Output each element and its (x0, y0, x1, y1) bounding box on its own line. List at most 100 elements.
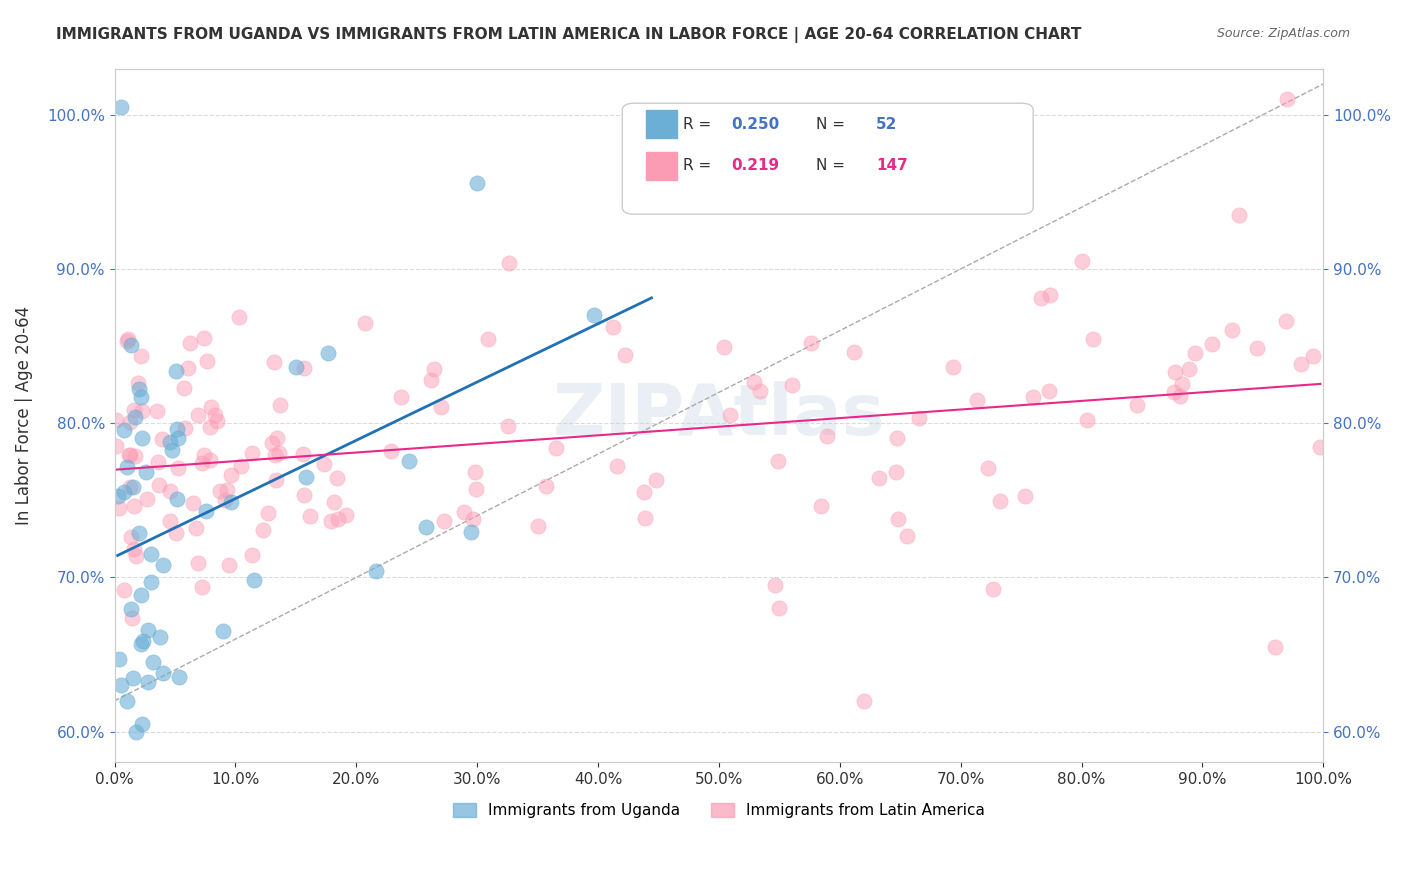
Immigrants from Latin America (263, 448, 285, 462)
Immigrants from Uganda (166, 431, 188, 445)
Immigrants from Latin America (120, 530, 142, 544)
Immigrants from Latin America (200, 400, 222, 414)
Immigrants from Uganda (364, 564, 387, 578)
Immigrants from Latin America (453, 505, 475, 519)
Immigrants from Latin America (645, 473, 668, 487)
Immigrants from Latin America (1264, 640, 1286, 654)
Legend: Immigrants from Uganda, Immigrants from Latin America: Immigrants from Uganda, Immigrants from … (447, 797, 991, 824)
Immigrants from Latin America (114, 583, 136, 598)
Immigrants from Latin America (292, 488, 315, 502)
Immigrants from Latin America (634, 511, 657, 525)
Immigrants from Latin America (496, 419, 519, 434)
Immigrants from Latin America (173, 381, 195, 395)
Immigrants from Latin America (118, 449, 141, 463)
Immigrants from Latin America (127, 376, 149, 390)
Immigrants from Uganda (131, 717, 153, 731)
Immigrants from Latin America (124, 449, 146, 463)
Immigrants from Uganda (243, 573, 266, 587)
Immigrants from Latin America (195, 354, 218, 368)
Immigrants from Latin America (291, 447, 314, 461)
Y-axis label: In Labor Force | Age 20-64: In Labor Force | Age 20-64 (15, 306, 32, 525)
Immigrants from Uganda (108, 652, 131, 666)
Immigrants from Latin America (1083, 332, 1105, 346)
Immigrants from Latin America (713, 339, 735, 353)
Immigrants from Latin America (122, 499, 145, 513)
Immigrants from Latin America (204, 408, 226, 422)
Immigrants from Latin America (766, 454, 789, 468)
Immigrants from Uganda (131, 588, 153, 602)
Immigrants from Latin America (423, 362, 446, 376)
Immigrants from Latin America (322, 495, 344, 509)
Immigrants from Uganda (128, 526, 150, 541)
Immigrants from Latin America (1201, 337, 1223, 351)
Immigrants from Latin America (209, 483, 232, 498)
Immigrants from Latin America (1184, 345, 1206, 359)
Immigrants from Latin America (613, 348, 636, 362)
Immigrants from Latin America (228, 310, 250, 325)
Immigrants from Uganda (141, 547, 163, 561)
Immigrants from Uganda (152, 558, 174, 573)
Immigrants from Latin America (430, 401, 453, 415)
Immigrants from Latin America (896, 529, 918, 543)
Immigrants from Uganda (120, 602, 142, 616)
Immigrants from Latin America (810, 500, 832, 514)
Immigrants from Uganda (115, 459, 138, 474)
Immigrants from Latin America (1220, 323, 1243, 337)
Immigrants from Latin America (266, 431, 288, 445)
Immigrants from Latin America (335, 508, 357, 523)
Immigrants from Latin America (191, 580, 214, 594)
Immigrants from Uganda (112, 484, 135, 499)
Immigrants from Latin America (1171, 377, 1194, 392)
Immigrants from Latin America (120, 415, 142, 429)
Immigrants from Latin America (186, 521, 208, 535)
Immigrants from Latin America (104, 413, 127, 427)
Immigrants from Uganda (211, 624, 233, 638)
Immigrants from Latin America (461, 512, 484, 526)
Immigrants from Latin America (887, 512, 910, 526)
Immigrants from Latin America (1275, 314, 1298, 328)
Immigrants from Latin America (150, 432, 173, 446)
Immigrants from Latin America (148, 477, 170, 491)
Immigrants from Uganda (465, 177, 488, 191)
Immigrants from Uganda (125, 724, 148, 739)
Immigrants from Latin America (780, 377, 803, 392)
Immigrants from Latin America (354, 317, 377, 331)
Immigrants from Uganda (166, 422, 188, 436)
Immigrants from Uganda (460, 524, 482, 539)
Immigrants from Latin America (191, 456, 214, 470)
Immigrants from Uganda (129, 637, 152, 651)
Immigrants from Latin America (763, 578, 786, 592)
Immigrants from Latin America (326, 471, 349, 485)
Immigrants from Latin America (1031, 291, 1053, 305)
Immigrants from Latin America (146, 404, 169, 418)
Immigrants from Latin America (800, 336, 823, 351)
Immigrants from Latin America (177, 361, 200, 376)
Immigrants from Latin America (328, 512, 350, 526)
Immigrants from Uganda (152, 665, 174, 680)
Immigrants from Latin America (1275, 92, 1298, 106)
Immigrants from Latin America (104, 439, 127, 453)
Immigrants from Uganda (318, 346, 340, 360)
Immigrants from Uganda (219, 494, 242, 508)
Immigrants from Latin America (1227, 208, 1250, 222)
Text: IMMIGRANTS FROM UGANDA VS IMMIGRANTS FROM LATIN AMERICA IN LABOR FORCE | AGE 20-: IMMIGRANTS FROM UGANDA VS IMMIGRANTS FRO… (56, 27, 1081, 43)
Immigrants from Latin America (122, 541, 145, 556)
Immigrants from Latin America (193, 331, 215, 345)
Immigrants from Latin America (215, 483, 238, 498)
Immigrants from Latin America (187, 409, 209, 423)
Immigrants from Uganda (195, 504, 218, 518)
Immigrants from Latin America (852, 694, 875, 708)
Immigrants from Latin America (117, 332, 139, 346)
Immigrants from Uganda (169, 670, 191, 684)
Immigrants from Latin America (117, 448, 139, 462)
Immigrants from Latin America (1076, 413, 1098, 427)
Text: R =: R = (683, 158, 716, 173)
Immigrants from Latin America (183, 495, 205, 509)
Immigrants from Latin America (264, 473, 287, 487)
Immigrants from Latin America (380, 444, 402, 458)
Immigrants from Latin America (498, 256, 520, 270)
Immigrants from Uganda (159, 434, 181, 449)
Immigrants from Latin America (314, 458, 336, 472)
Immigrants from Uganda (166, 491, 188, 506)
Immigrants from Latin America (159, 514, 181, 528)
